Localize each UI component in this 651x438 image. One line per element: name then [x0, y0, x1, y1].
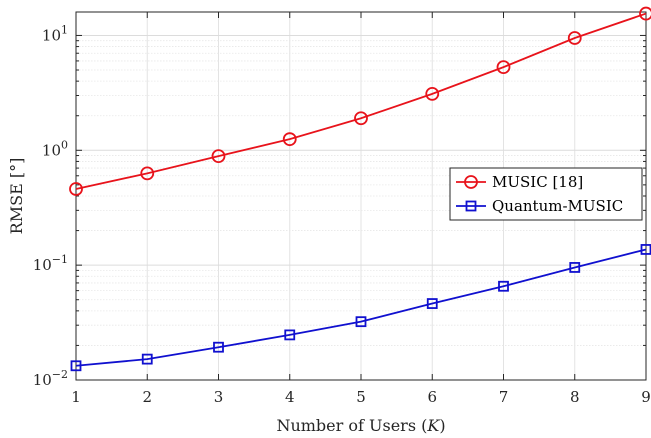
series-1-point-7 [569, 262, 581, 273]
series-line-0 [75, 12, 647, 190]
x-tick-label-1: 2 [142, 388, 152, 406]
legend-label-0: MUSIC [18] [492, 173, 583, 191]
series-1-point-0 [70, 360, 82, 372]
x-tick-label-2: 3 [214, 388, 224, 406]
series-0 [69, 6, 651, 196]
x-axis-label: Number of Users (K) [276, 416, 445, 435]
x-tick-label-6: 7 [499, 388, 509, 406]
y-tick-label-1: 10−1 [33, 253, 68, 274]
x-tick-label-7: 8 [570, 388, 580, 406]
series-0-point-6 [496, 60, 511, 75]
legend-marker-0 [464, 175, 478, 189]
series-0-point-0 [69, 182, 83, 196]
x-tick-label-5: 6 [427, 388, 437, 406]
legend-marker-1 [465, 200, 477, 212]
legend-entry-0: MUSIC [18] [456, 173, 583, 191]
x-tick-label-8: 9 [641, 388, 651, 406]
x-tick-label-4: 5 [356, 388, 366, 406]
legend-box [449, 167, 643, 221]
legend-label-1: Quantum-MUSIC [492, 197, 623, 215]
series-1-point-4 [355, 316, 367, 328]
series-1-point-5 [426, 298, 438, 309]
y-tick-label-3: 101 [42, 23, 68, 44]
legend-entry-1: Quantum-MUSIC [456, 197, 623, 215]
y-tick-label-2: 100 [42, 138, 68, 159]
y-tick-labels: 10−2 10−1 100 101 [33, 23, 68, 389]
series-0-point-7 [567, 31, 582, 45]
series-0-point-5 [425, 86, 440, 101]
series-1-point-3 [284, 329, 296, 341]
series-0-point-3 [282, 132, 297, 147]
series-1-point-2 [213, 341, 224, 353]
series-1-point-1 [141, 353, 153, 365]
y-tick-label-0: 10−2 [33, 368, 68, 389]
x-tick-label-3: 4 [285, 388, 295, 406]
x-tick-label-0: 1 [71, 388, 81, 406]
series-line-1 [75, 248, 647, 367]
y-axis-label: RMSE [°] [7, 158, 26, 235]
series-0-point-1 [140, 166, 155, 181]
legend: MUSIC [18] Quantum-MUSIC [449, 167, 643, 221]
series-0-point-2 [211, 149, 226, 164]
series-layer [69, 6, 651, 372]
series-0-point-8 [639, 6, 651, 21]
series-0-point-4 [354, 111, 368, 126]
x-tick-labels: 1 2 3 4 5 6 7 8 9 [71, 388, 651, 406]
legend-entries: MUSIC [18] Quantum-MUSIC [456, 173, 623, 215]
axis-ticks [75, 12, 647, 381]
series-1-point-6 [498, 280, 509, 292]
